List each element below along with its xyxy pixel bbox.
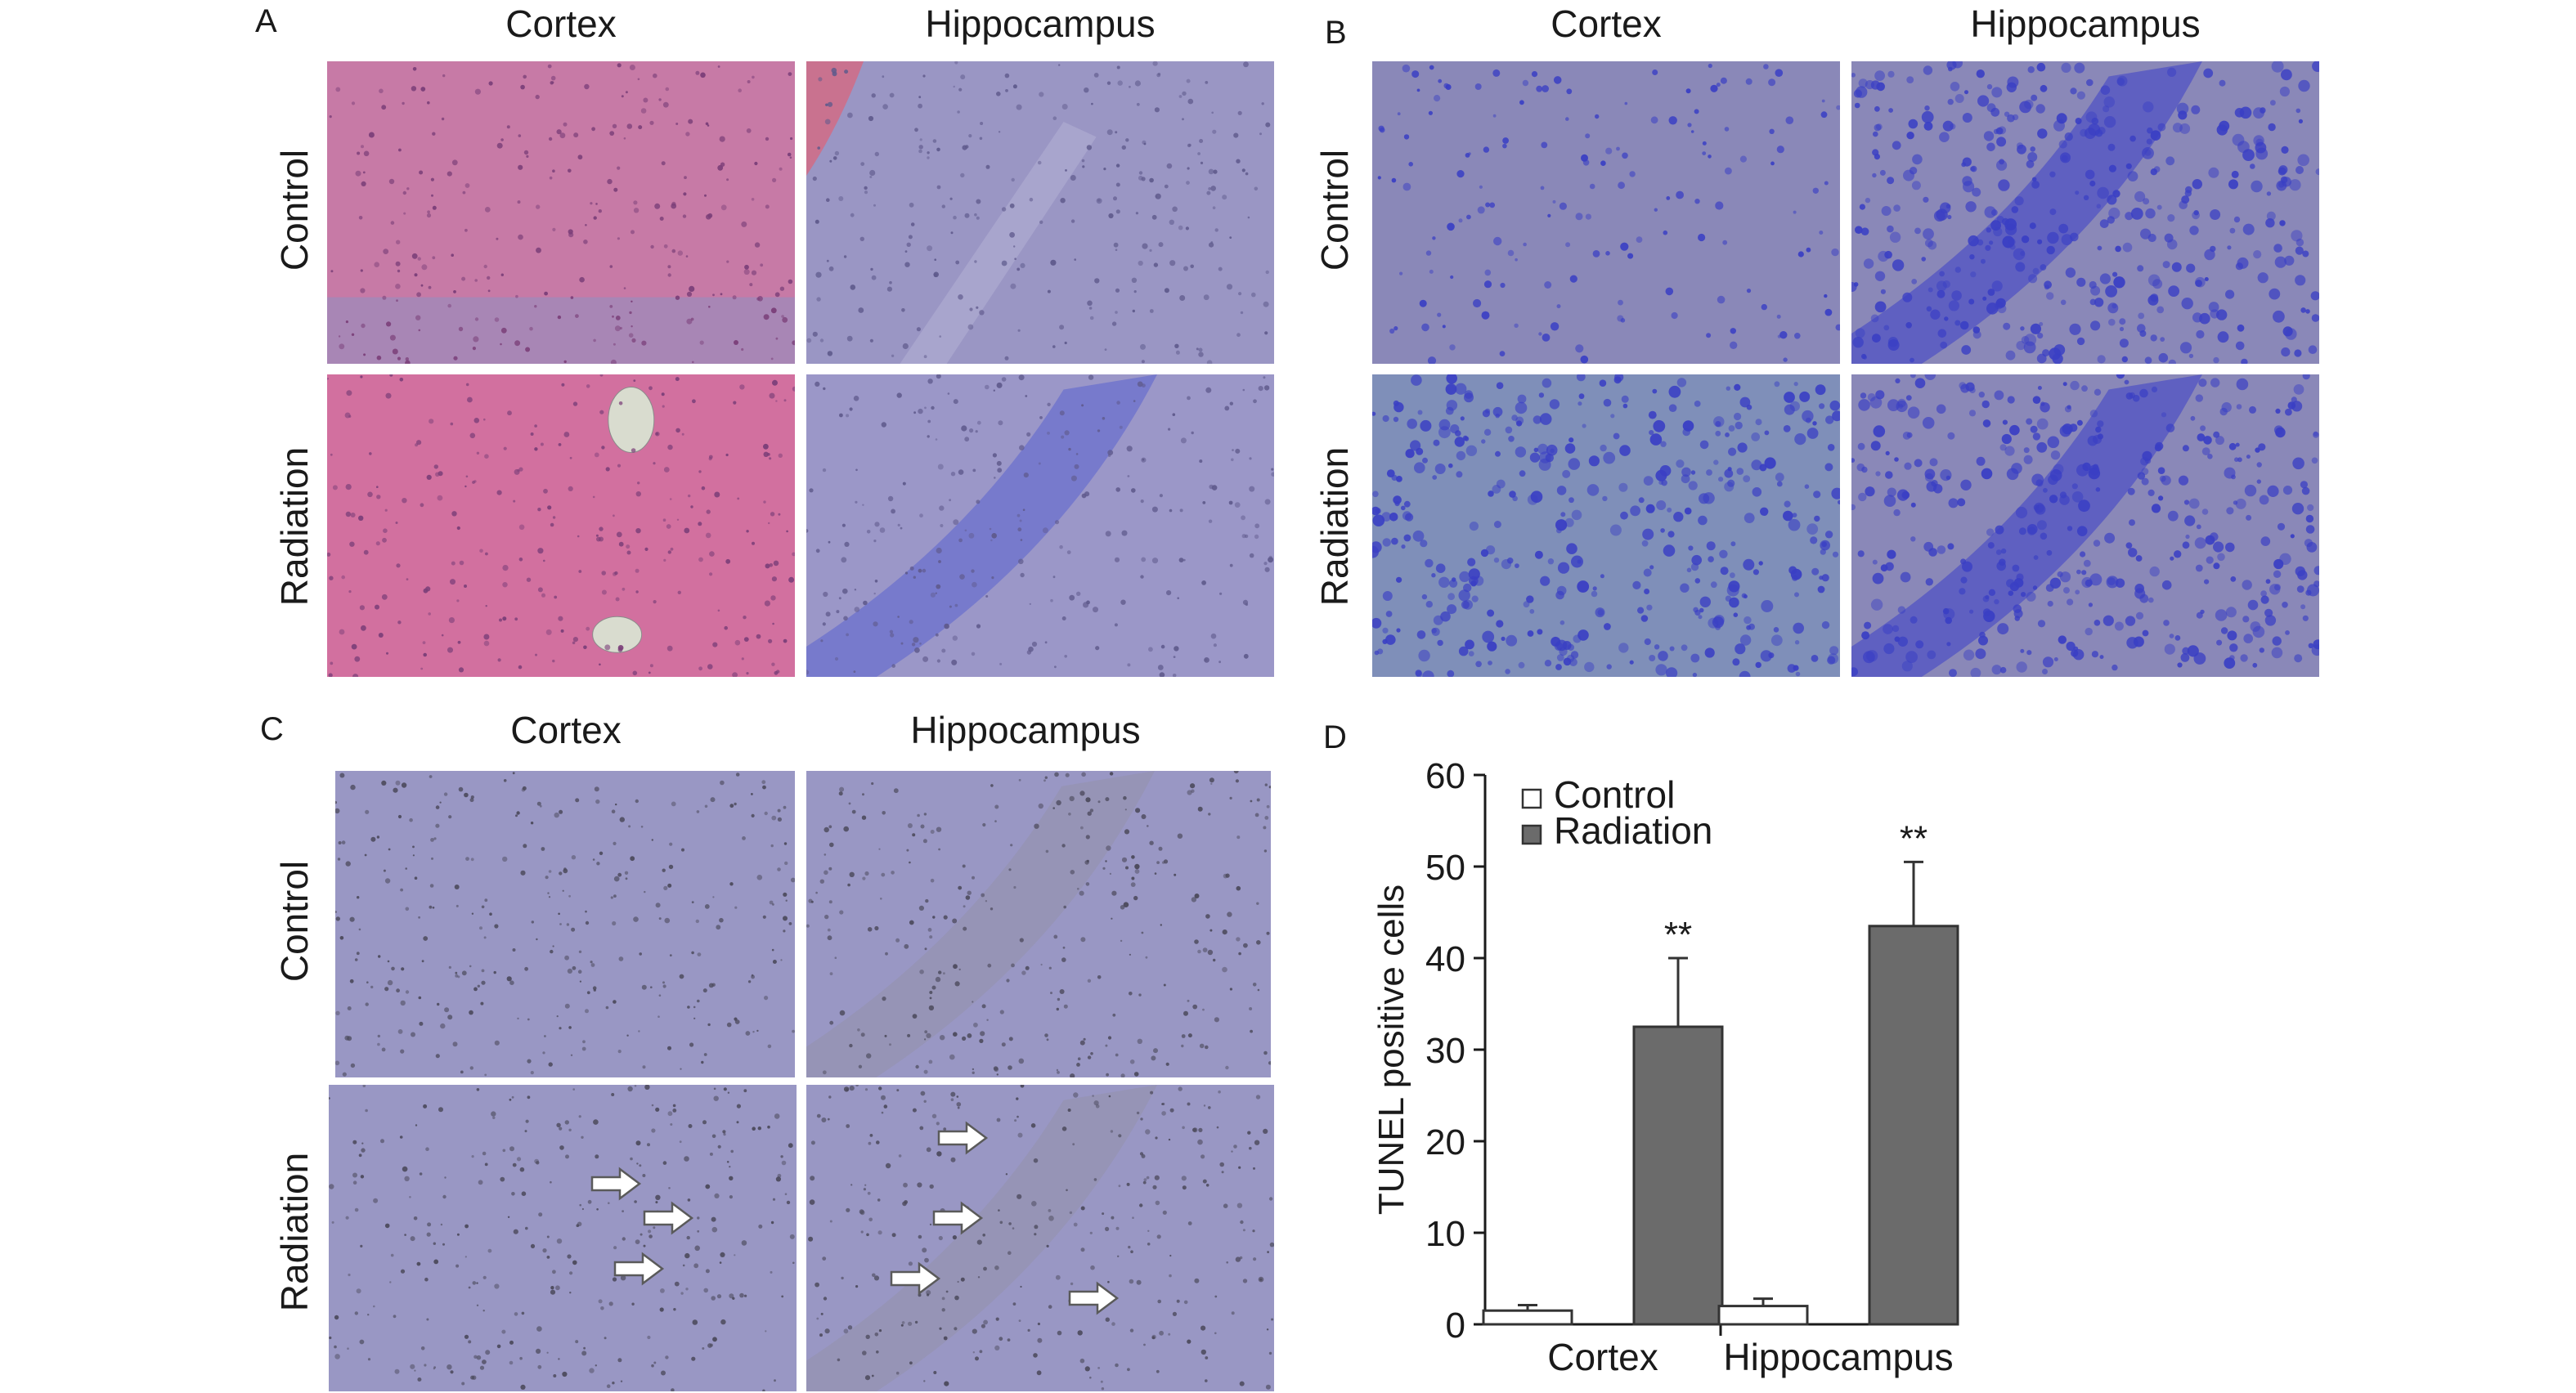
micrograph-b-radiation-hippocampus <box>1851 374 2319 677</box>
micrograph-a-control-hippocampus <box>806 61 1274 364</box>
x-tick-label: Hippocampus <box>1723 1336 1953 1378</box>
panel-c-hippocampus-title: Hippocampus <box>910 709 1141 751</box>
legend-swatch <box>1521 788 1542 809</box>
micrograph-a-radiation-cortex <box>327 374 795 677</box>
micrograph-a-radiation-hippocampus <box>806 374 1274 677</box>
panel-b-cortex-title: Cortex <box>1551 2 1662 45</box>
bar-radiation <box>1632 1025 1724 1326</box>
panel-b-control-label: Control <box>1313 149 1356 271</box>
y-tick-label: 0 <box>1446 1306 1465 1346</box>
panel-b-letter: B <box>1325 15 1347 51</box>
bar-control <box>1482 1309 1573 1326</box>
micrograph-c-control-hippocampus <box>806 771 1271 1077</box>
legend-label: Control <box>1554 773 1675 816</box>
panel-a-letter: A <box>255 3 277 39</box>
micrograph-b-control-hippocampus <box>1851 61 2319 364</box>
panel-c-cortex-title: Cortex <box>510 709 622 751</box>
significance-marker: ** <box>1664 915 1692 955</box>
micrograph-b-radiation-cortex <box>1372 374 1840 677</box>
panel-c-radiation-label: Radiation <box>273 1152 316 1312</box>
micrograph-c-control-cortex <box>335 771 795 1077</box>
y-tick-label: 50 <box>1425 848 1465 888</box>
micrograph-c-radiation-hippocampus <box>806 1085 1274 1391</box>
bar-radiation <box>1868 925 1959 1326</box>
panel-c-control-label: Control <box>273 860 316 983</box>
panel-a-cortex-title: Cortex <box>505 2 617 45</box>
legend-label: Radiation <box>1554 809 1712 852</box>
y-tick-label: 40 <box>1425 939 1465 979</box>
y-tick-label: 10 <box>1425 1214 1465 1254</box>
bar-control <box>1717 1305 1809 1326</box>
panel-a-control-label: Control <box>273 149 316 271</box>
panel-a-radiation-label: Radiation <box>273 446 316 607</box>
y-tick-label: 30 <box>1425 1031 1465 1071</box>
significance-marker: ** <box>1900 818 1928 858</box>
micrograph-a-control-cortex <box>327 61 795 364</box>
micrograph-c-radiation-cortex <box>329 1085 797 1391</box>
micrograph-b-control-cortex <box>1372 61 1840 364</box>
panel-c-letter: C <box>260 711 284 747</box>
panel-d-letter: D <box>1323 719 1347 755</box>
y-tick-label: 20 <box>1425 1122 1465 1162</box>
y-tick-label: 60 <box>1425 756 1465 796</box>
panel-b-hippocampus-title: Hippocampus <box>1970 2 2201 45</box>
panel-b-radiation-label: Radiation <box>1313 446 1356 607</box>
y-axis-title: TUNEL positive cells <box>1371 885 1411 1215</box>
x-tick-label: Cortex <box>1547 1336 1658 1378</box>
legend-swatch <box>1521 824 1542 845</box>
tunel-bar-chart: 0 10 20 30 40 50 60 TUNEL positive cells Cortex *… <box>1371 756 1959 1378</box>
panel-a-hippocampus-title: Hippocampus <box>925 2 1156 45</box>
